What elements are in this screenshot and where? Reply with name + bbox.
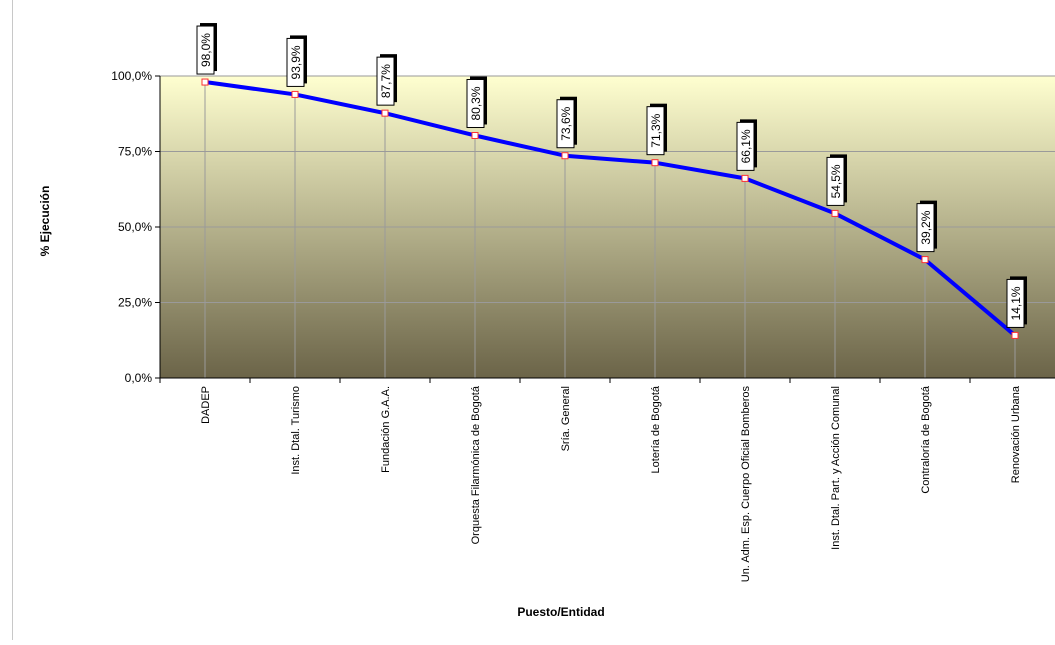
data-label: 39,2% [919, 210, 933, 244]
data-label-box [916, 203, 935, 253]
data-label: 73,6% [559, 106, 573, 140]
data-point-marker [741, 174, 749, 182]
data-label-box [286, 37, 305, 87]
series-layer [201, 78, 1019, 339]
data-label-box [376, 56, 395, 106]
data-label-box [826, 156, 845, 206]
data-label: 98,0% [199, 33, 213, 67]
x-tick-label: Contraloría de Bogotá [920, 385, 932, 494]
data-label: 54,5% [829, 164, 843, 198]
y-tick-label: 75,0% [118, 145, 152, 159]
data-label: 14,1% [1009, 286, 1023, 320]
data-point-marker [291, 90, 299, 98]
data-labels: 98,0% 93,9% 87,7% 80,3% 73,6% 71,3% 66,1% 54,5%… [196, 23, 1027, 328]
data-label-box [1006, 278, 1025, 328]
y-tick-label: 100,0% [111, 69, 152, 83]
data-point-marker [1011, 331, 1019, 339]
data-label-box [736, 121, 755, 171]
data-label: 87,7% [379, 64, 393, 98]
y-tick-label: 50,0% [118, 220, 152, 234]
series-line [203, 80, 1017, 338]
data-point-marker [921, 256, 929, 264]
data-label-box [466, 78, 485, 128]
data-point-marker [381, 109, 389, 117]
x-tick-label: Inst. Dtal. Part. y Acción Comunal [830, 386, 842, 550]
x-axis-label: Puesto/Entidad [517, 605, 604, 619]
data-point-marker [561, 152, 569, 160]
data-point-marker [831, 209, 839, 217]
data-label: 93,9% [289, 45, 303, 79]
x-tick-label: DADEP [200, 386, 212, 424]
x-tick-label: Lotería de Bogotá [650, 385, 662, 473]
x-tick-label: Fundación G.A.A. [380, 386, 392, 473]
x-tick-label: Sría. General [560, 386, 572, 451]
data-point-marker [471, 131, 479, 139]
data-label-box [556, 99, 575, 149]
data-label-box [646, 106, 665, 156]
y-tick-label: 0,0% [125, 371, 153, 385]
data-point-marker [201, 78, 209, 86]
left-border-line [12, 0, 13, 640]
x-tick-label: Inst. Dtal. Turismo [290, 386, 302, 475]
data-label: 66,1% [739, 129, 753, 163]
data-label: 71,3% [649, 113, 663, 147]
y-tick-label: 25,0% [118, 296, 152, 310]
data-label: 80,3% [469, 86, 483, 120]
x-tick-label: Un. Adm. Esp. Cuerpo Oficial Bomberos [740, 386, 752, 583]
drop-lines [204, 82, 1016, 378]
y-axis-label: % Ejecución [38, 186, 52, 257]
gridlines [160, 75, 1055, 303]
data-point-marker [651, 159, 659, 167]
x-tick-label: Renovación Urbana [1010, 385, 1022, 483]
axes: 0,0% 25,0% 50,0% 75,0% 100,0% DADEP Inst. Dtal… [111, 69, 1055, 582]
x-tick-label: Orquesta Filarmónica de Bogotá [470, 385, 482, 544]
data-label-box [196, 25, 215, 75]
